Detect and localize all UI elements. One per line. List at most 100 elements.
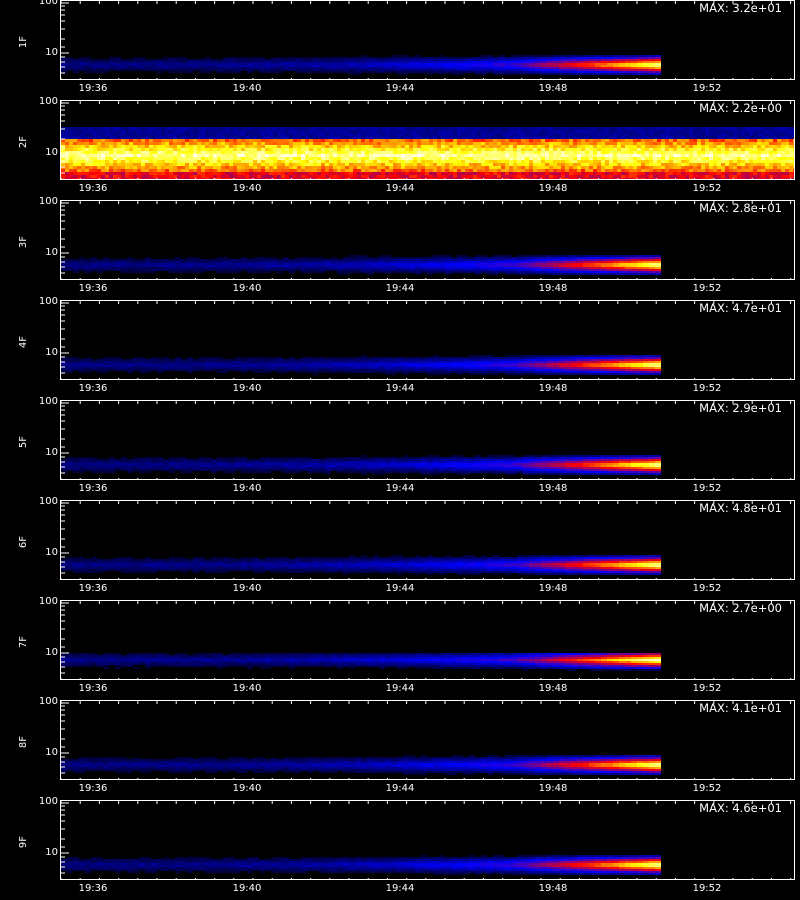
heatmap-cell xyxy=(157,261,163,263)
heatmap-cell xyxy=(549,172,553,175)
heatmap-cell xyxy=(229,65,235,67)
heatmap-cell xyxy=(561,136,565,139)
heatmap-cell xyxy=(165,154,169,157)
heatmap-cell xyxy=(241,261,247,263)
heatmap-cell xyxy=(181,169,185,172)
heatmap-cell xyxy=(453,169,457,172)
heatmap-cell xyxy=(151,259,157,261)
heatmap-cell xyxy=(297,160,301,163)
heatmap-cell xyxy=(113,133,117,136)
heatmap-cell xyxy=(437,127,441,130)
heatmap-cell xyxy=(361,71,367,73)
heatmap-cell xyxy=(493,269,499,271)
heatmap-cell xyxy=(529,145,533,148)
heatmap-cell xyxy=(401,160,405,163)
heatmap-cell xyxy=(73,178,77,179)
heatmap-cell xyxy=(67,59,73,61)
heatmap-cell xyxy=(661,136,665,139)
heatmap-cell xyxy=(573,178,577,179)
heatmap-cell xyxy=(281,127,285,130)
heatmap-cell xyxy=(237,154,241,157)
heatmap-cell xyxy=(773,148,777,151)
heatmap-cell xyxy=(721,127,725,130)
heatmap-cell xyxy=(253,69,259,71)
heatmap-cell xyxy=(365,133,369,136)
heatmap-cell xyxy=(481,130,485,133)
heatmap-cell xyxy=(653,133,657,136)
heatmap-cell xyxy=(577,55,583,57)
heatmap-cell xyxy=(509,142,513,145)
heatmap-cell xyxy=(643,63,649,65)
heatmap-cell xyxy=(321,160,325,163)
heatmap-cell xyxy=(617,145,621,148)
heatmap-cell xyxy=(337,175,341,178)
heatmap-cell xyxy=(649,142,653,145)
heatmap-cell xyxy=(201,151,205,154)
heatmap-cell xyxy=(333,160,337,163)
heatmap-cell xyxy=(389,148,393,151)
heatmap-cell xyxy=(115,63,121,65)
heatmap-cell xyxy=(697,127,701,130)
heatmap-cell xyxy=(321,154,325,157)
heatmap-cell xyxy=(653,175,657,178)
heatmap-cell xyxy=(489,139,493,142)
heatmap-cell xyxy=(365,127,369,130)
heatmap-cell xyxy=(453,166,457,169)
heatmap-cell xyxy=(103,65,109,67)
heatmap-cell xyxy=(325,151,329,154)
heatmap-cell xyxy=(661,154,665,157)
heatmap-cell xyxy=(565,59,571,61)
heatmap-cell xyxy=(649,127,653,130)
heatmap-cell xyxy=(213,133,217,136)
heatmap-cell xyxy=(649,59,655,61)
heatmap-cell xyxy=(115,67,121,69)
heatmap-cell xyxy=(505,263,511,265)
heatmap-cell xyxy=(91,257,97,259)
heatmap-cell xyxy=(127,67,133,69)
heatmap-cell xyxy=(369,145,373,148)
heatmap-cell xyxy=(513,130,517,133)
heatmap-cell xyxy=(729,148,733,151)
heatmap-cell xyxy=(391,265,397,267)
heatmap-cell xyxy=(271,71,277,73)
heatmap-cell xyxy=(641,130,645,133)
heatmap-cell xyxy=(217,71,223,73)
heatmap-cell xyxy=(265,71,271,73)
heatmap-cell xyxy=(233,178,237,179)
heatmap-cell xyxy=(365,148,369,151)
heatmap-cell xyxy=(657,172,661,175)
heatmap-cell xyxy=(517,169,521,172)
heatmap-cell xyxy=(661,127,665,130)
heatmap-cell xyxy=(115,261,121,263)
heatmap-cell xyxy=(301,59,307,61)
heatmap-cell xyxy=(493,61,499,63)
heatmap-cell xyxy=(397,271,403,273)
heatmap-cell xyxy=(293,169,297,172)
heatmap-cell xyxy=(225,172,229,175)
heatmap-cell xyxy=(141,178,145,179)
heatmap-cell xyxy=(685,133,689,136)
heatmap-cell xyxy=(91,265,97,267)
heatmap-cell xyxy=(733,163,737,166)
heatmap-cell xyxy=(493,127,497,130)
heatmap-cell xyxy=(353,127,357,130)
heatmap-cell xyxy=(445,151,449,154)
heatmap-cell xyxy=(601,157,605,160)
heatmap-cell xyxy=(709,160,713,163)
heatmap-cell xyxy=(457,59,463,61)
heatmap-cell xyxy=(197,145,201,148)
heatmap-cell xyxy=(177,178,181,179)
heatmap-cell xyxy=(337,71,343,73)
heatmap-cell xyxy=(309,172,313,175)
heatmap-cell xyxy=(477,178,481,179)
heatmap-cell xyxy=(745,178,749,179)
heatmap-cell xyxy=(409,160,413,163)
heatmap-cell xyxy=(449,133,453,136)
heatmap-cell xyxy=(187,261,193,263)
heatmap-cell xyxy=(581,166,585,169)
heatmap-cell xyxy=(361,157,365,160)
heatmap-cell xyxy=(465,157,469,160)
heatmap-cell xyxy=(89,178,93,179)
heatmap-cell xyxy=(125,157,129,160)
heatmap-cell xyxy=(525,166,529,169)
